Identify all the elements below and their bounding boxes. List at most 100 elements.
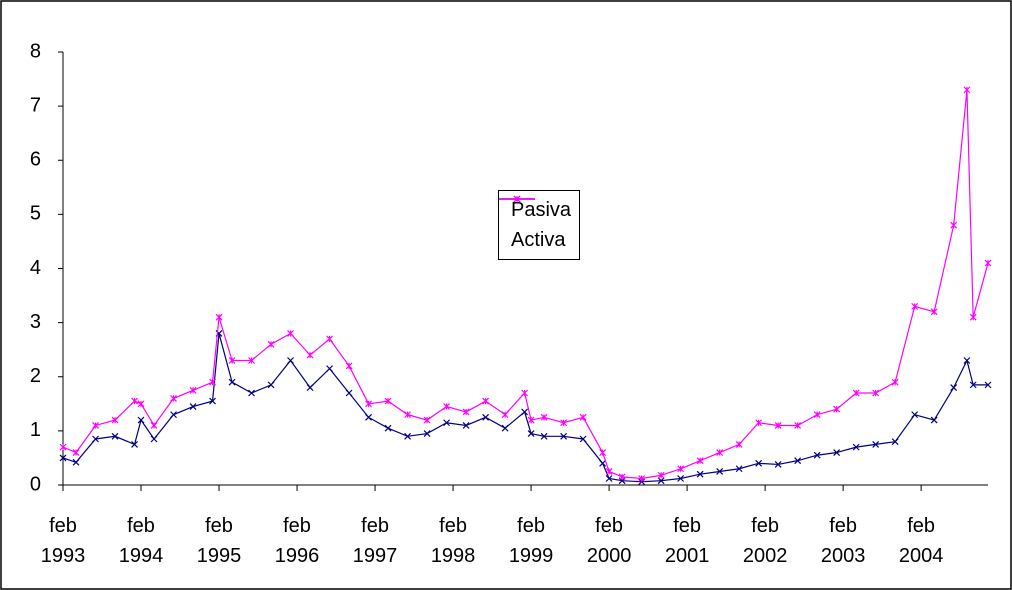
point-marker xyxy=(716,468,724,475)
legend: Pasiva Activa xyxy=(498,190,581,260)
point-marker xyxy=(72,458,80,466)
x-tick-label: feb 1998 xyxy=(430,515,476,567)
legend-label: Activa xyxy=(511,228,566,251)
point-marker xyxy=(111,416,119,424)
point-marker xyxy=(774,461,782,468)
point-marker xyxy=(716,449,724,456)
point-marker xyxy=(527,430,535,438)
point-marker xyxy=(540,413,548,421)
point-marker xyxy=(228,357,236,364)
point-marker xyxy=(911,302,919,310)
y-tick-label: 7 xyxy=(30,94,41,116)
point-marker xyxy=(579,435,587,443)
point-marker xyxy=(326,365,333,373)
x-tick-label: feb 2000 xyxy=(586,515,632,567)
point-marker xyxy=(209,378,216,386)
point-marker xyxy=(384,424,392,432)
point-marker xyxy=(605,468,613,475)
point-marker xyxy=(872,389,880,397)
point-marker xyxy=(794,422,802,429)
point-marker xyxy=(969,313,977,321)
y-tick-label: 3 xyxy=(30,311,41,333)
point-marker xyxy=(677,475,685,482)
point-marker xyxy=(950,384,958,391)
point-marker xyxy=(969,381,977,389)
point-marker xyxy=(365,413,373,421)
point-marker xyxy=(891,378,899,386)
point-marker xyxy=(755,459,763,467)
x-tick-label: feb 2003 xyxy=(820,515,866,567)
point-marker xyxy=(696,470,704,478)
point-marker xyxy=(72,449,80,456)
point-marker xyxy=(735,440,743,448)
point-marker xyxy=(963,357,971,364)
point-marker xyxy=(443,403,451,410)
point-marker xyxy=(482,397,490,405)
point-marker xyxy=(950,221,958,229)
legend-symbol xyxy=(499,195,535,203)
legend-marker xyxy=(513,195,521,203)
point-marker xyxy=(891,438,899,446)
legend-label: Pasiva xyxy=(511,198,572,221)
point-marker xyxy=(462,422,470,429)
point-marker xyxy=(248,389,255,397)
point-marker xyxy=(306,384,314,391)
point-marker xyxy=(137,400,145,408)
point-marker xyxy=(92,422,99,429)
point-marker xyxy=(345,362,353,370)
point-marker xyxy=(774,422,782,429)
point-marker xyxy=(794,457,802,465)
y-tick-label: 1 xyxy=(30,419,41,441)
x-tick-label: feb 1994 xyxy=(118,515,164,567)
point-marker xyxy=(833,405,841,413)
point-marker xyxy=(813,451,821,459)
point-marker xyxy=(215,313,223,321)
point-marker xyxy=(384,397,392,405)
point-marker xyxy=(560,419,568,427)
legend-item: Activa xyxy=(499,195,571,255)
point-marker xyxy=(605,475,613,482)
point-marker xyxy=(306,351,314,359)
point-marker xyxy=(111,432,119,440)
point-marker xyxy=(170,394,177,402)
point-marker xyxy=(267,340,275,348)
point-marker xyxy=(984,259,992,267)
point-marker xyxy=(638,475,646,482)
point-marker xyxy=(59,454,67,462)
x-tick-label: feb 2002 xyxy=(742,515,788,567)
point-marker xyxy=(501,411,509,419)
y-tick-label: 4 xyxy=(30,257,41,279)
x-tick-label: feb 1996 xyxy=(274,515,320,567)
point-marker xyxy=(984,381,992,389)
point-marker xyxy=(833,449,841,456)
y-tick-label: 6 xyxy=(30,149,41,171)
point-marker xyxy=(189,403,197,410)
point-marker xyxy=(618,473,626,481)
point-marker xyxy=(677,465,685,473)
point-marker xyxy=(813,411,821,419)
x-tick-label: feb 1997 xyxy=(352,515,398,567)
point-marker xyxy=(501,424,509,432)
point-marker xyxy=(963,86,971,94)
point-marker xyxy=(521,389,529,397)
point-marker xyxy=(657,477,665,485)
x-tick-label: feb 1999 xyxy=(508,515,554,567)
point-marker xyxy=(852,443,860,451)
y-tick-label: 2 xyxy=(30,365,41,387)
point-marker xyxy=(131,397,138,405)
y-tick-label: 8 xyxy=(30,40,41,62)
point-marker xyxy=(930,308,938,316)
point-marker xyxy=(287,357,294,364)
point-marker xyxy=(735,465,743,473)
point-marker xyxy=(755,419,763,427)
point-marker xyxy=(248,357,255,364)
point-marker xyxy=(423,430,431,438)
point-marker xyxy=(852,389,860,397)
point-marker xyxy=(443,419,451,427)
point-marker xyxy=(150,422,158,429)
point-marker xyxy=(527,416,535,424)
point-marker xyxy=(540,432,548,440)
